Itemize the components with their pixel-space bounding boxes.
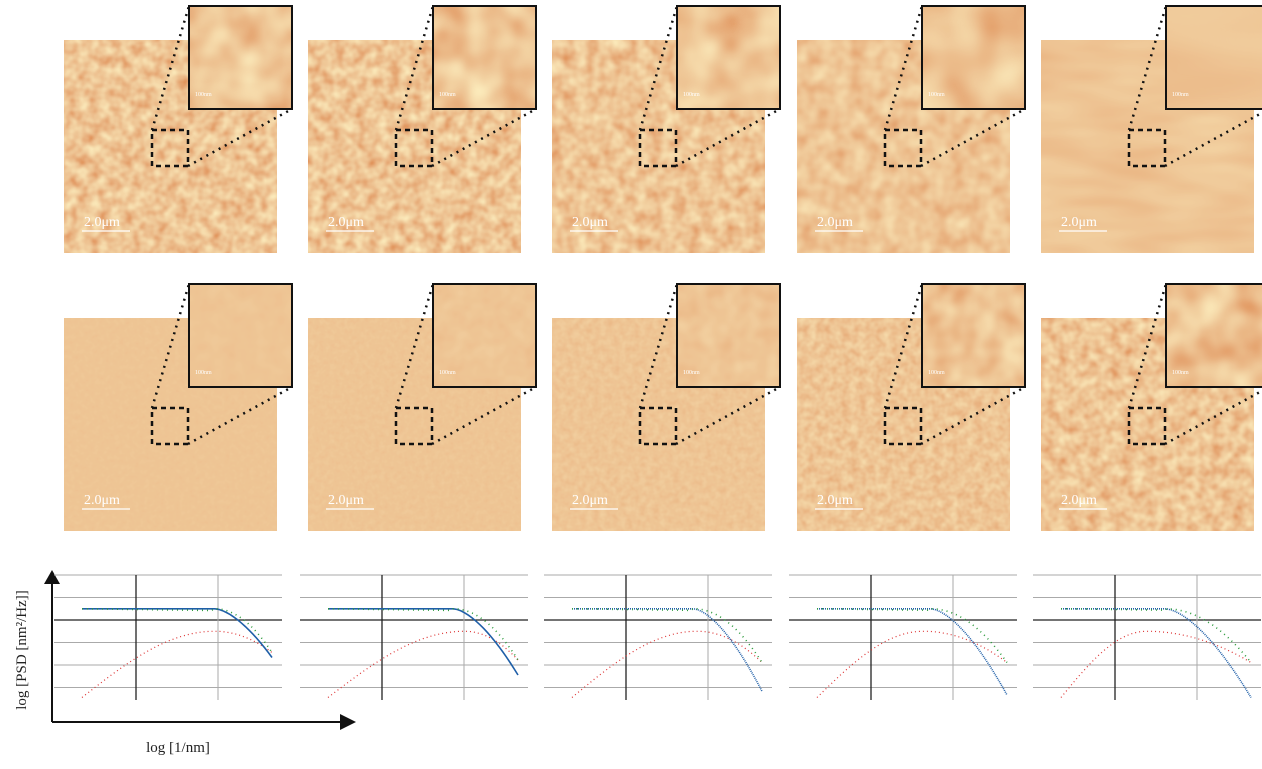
psd-curve-blue <box>1061 609 1251 698</box>
psd-curve-blue <box>572 609 762 692</box>
x-axis-label: log [1/nm] <box>146 740 210 756</box>
scale-bar-label: 2.0μm <box>817 493 853 508</box>
afm-panel: 2.0μm 100nm <box>552 6 780 253</box>
scale-bar-label: 2.0μm <box>84 493 120 508</box>
psd-plot <box>789 575 1017 700</box>
afm-panel: 2.0μm 100nm <box>1041 6 1262 253</box>
psd-curve-blue <box>817 609 1007 695</box>
scale-bar-label: 2.0μm <box>328 215 364 230</box>
psd-curve-blue <box>82 609 272 658</box>
inset-scale-label: 100nm <box>195 92 212 98</box>
inset-scale-label: 100nm <box>195 370 212 376</box>
afm-panel: 2.0μm 100nm <box>797 6 1025 253</box>
inset-scale-label: 100nm <box>683 370 700 376</box>
scale-bar-label: 2.0μm <box>817 215 853 230</box>
y-axis-label: log [PSD [nm²/Hz]] <box>14 590 30 710</box>
scale-bar-label: 2.0μm <box>572 493 608 508</box>
afm-panel: 2.0μm 100nm <box>308 284 536 531</box>
psd-curve-green <box>817 609 1007 663</box>
inset-scale-label: 100nm <box>683 92 700 98</box>
axis-arrows <box>44 570 356 730</box>
afm-panel: 2.0μm 100nm <box>797 284 1025 531</box>
scale-bar-label: 2.0μm <box>84 215 120 230</box>
scale-bar-label: 2.0μm <box>1061 493 1097 508</box>
psd-curve-green <box>572 609 762 663</box>
inset-scale-label: 100nm <box>1172 92 1189 98</box>
inset-scale-label: 100nm <box>928 370 945 376</box>
psd-plot <box>544 575 772 700</box>
scale-bar-label: 2.0μm <box>1061 215 1097 230</box>
scale-bar-label: 2.0μm <box>572 215 608 230</box>
psd-plot <box>1033 575 1261 700</box>
afm-panel: 2.0μm 100nm <box>64 6 292 253</box>
psd-curve-green <box>82 609 272 653</box>
afm-panel: 2.0μm 100nm <box>552 284 780 531</box>
afm-panel: 2.0μm 100nm <box>64 284 292 531</box>
psd-plot <box>300 575 528 700</box>
figure: log [PSD [nm²/Hz]] log [1/nm] 2.0μm 100nm… <box>0 0 1262 769</box>
afm-panel: 2.0μm 100nm <box>1041 284 1262 531</box>
scale-bar-label: 2.0μm <box>328 493 364 508</box>
inset-scale-label: 100nm <box>928 92 945 98</box>
inset-scale-label: 100nm <box>1172 370 1189 376</box>
psd-plot <box>54 575 282 700</box>
afm-panel: 2.0μm 100nm <box>308 6 536 253</box>
inset-scale-label: 100nm <box>439 92 456 98</box>
inset-scale-label: 100nm <box>439 370 456 376</box>
